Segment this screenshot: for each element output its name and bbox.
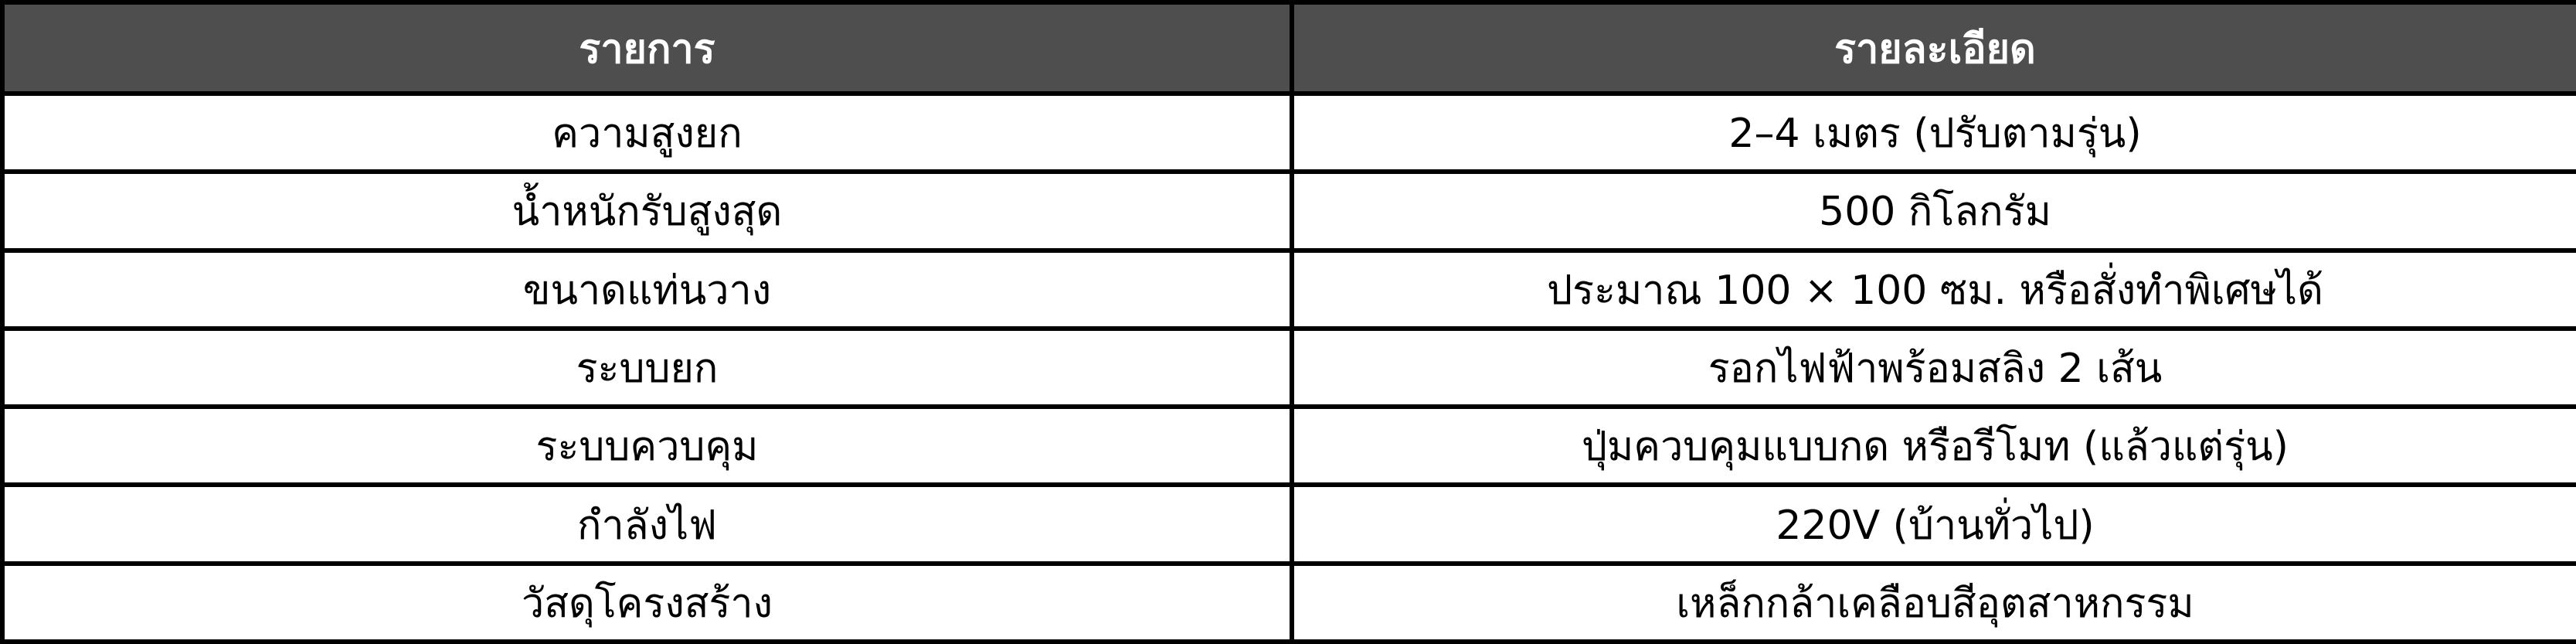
table-row: ระบบควบคุม ปุ่มควบคุมแบบกด หรือรีโมท (แล…	[0, 404, 2576, 488]
table-row: กำลังไฟ 220V (บ้านทั่วไป)	[0, 482, 2576, 566]
item-cell: กำลังไฟ	[0, 482, 1294, 566]
item-cell: วัสดุโครงสร้าง	[0, 561, 1294, 644]
detail-cell: เหล็กกล้าเคลือบสีอุตสาหกรรม	[1290, 561, 2576, 644]
column-header-detail: รายละเอียด	[1290, 0, 2576, 96]
table-row: น้ำหนักรับสูงสุด 500 กิโลกรัม	[0, 169, 2576, 253]
item-cell: ความสูงยก	[0, 90, 1294, 175]
item-cell: ขนาดแท่นวาง	[0, 247, 1294, 331]
detail-cell: 220V (บ้านทั่วไป)	[1290, 482, 2576, 566]
table-row: วัสดุโครงสร้าง เหล็กกล้าเคลือบสีอุตสาหกร…	[0, 561, 2576, 644]
detail-cell: ประมาณ 100 × 100 ซม. หรือสั่งทำพิเศษได้	[1290, 247, 2576, 331]
column-header-item: รายการ	[0, 0, 1294, 96]
detail-cell: รอกไฟฟ้าพร้อมสลิง 2 เส้น	[1290, 325, 2576, 410]
header-row: รายการ รายละเอียด	[0, 0, 2576, 96]
detail-cell: 2–4 เมตร (ปรับตามรุ่น)	[1290, 90, 2576, 175]
item-cell: ระบบควบคุม	[0, 404, 1294, 488]
detail-cell: 500 กิโลกรัม	[1290, 169, 2576, 253]
item-cell: น้ำหนักรับสูงสุด	[0, 169, 1294, 253]
item-cell: ระบบยก	[0, 325, 1294, 410]
table-row: ขนาดแท่นวาง ประมาณ 100 × 100 ซม. หรือสั่…	[0, 247, 2576, 331]
table-row: ความสูงยก 2–4 เมตร (ปรับตามรุ่น)	[0, 90, 2576, 175]
table-row: ระบบยก รอกไฟฟ้าพร้อมสลิง 2 เส้น	[0, 325, 2576, 410]
detail-cell: ปุ่มควบคุมแบบกด หรือรีโมท (แล้วแต่รุ่น)	[1290, 404, 2576, 488]
